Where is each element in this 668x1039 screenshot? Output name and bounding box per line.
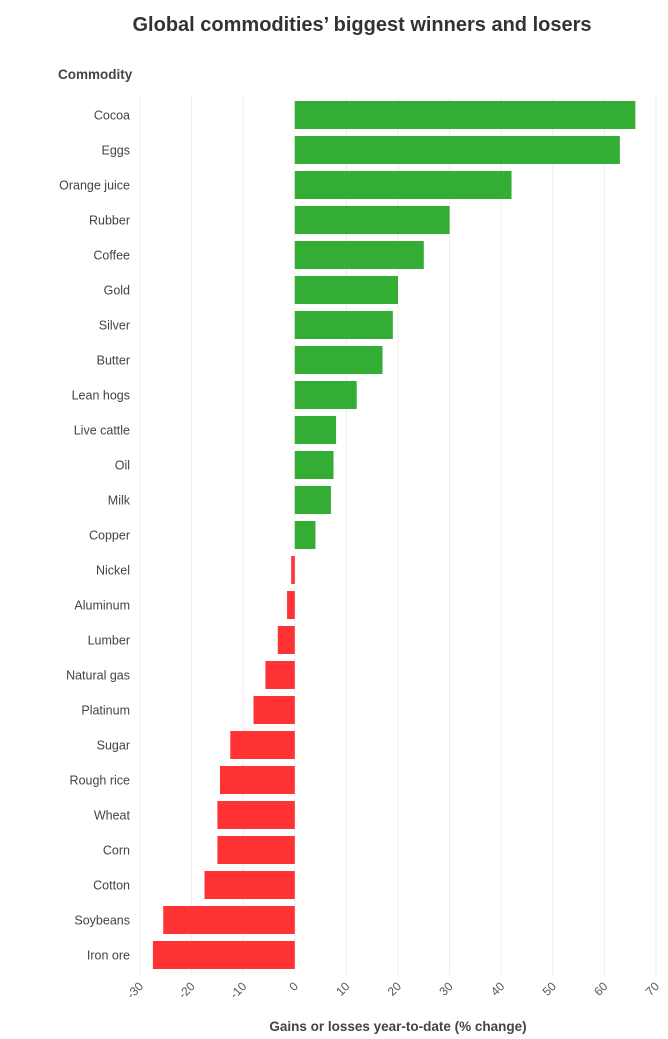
bar-sugar: [230, 731, 295, 759]
x-tick-label: 0: [286, 979, 301, 994]
category-label: Gold: [104, 284, 130, 298]
x-tick-label: -20: [176, 979, 198, 1001]
category-label: Soybeans: [74, 914, 130, 928]
category-label: Nickel: [96, 564, 130, 578]
bar-lumber: [277, 626, 295, 654]
category-label: Oil: [115, 459, 130, 473]
category-label: Platinum: [81, 704, 130, 718]
category-label: Lumber: [88, 634, 130, 648]
x-tick-label: -30: [124, 979, 146, 1001]
chart-title: Global commodities’ biggest winners and …: [132, 14, 592, 36]
category-label: Aluminum: [74, 599, 130, 613]
bar-cocoa: [294, 101, 636, 129]
bar-iron-ore: [152, 941, 295, 969]
bar-gold: [294, 276, 398, 304]
category-label: Butter: [97, 354, 130, 368]
bar-wheat: [217, 801, 295, 829]
category-label: Rough rice: [70, 774, 130, 788]
category-label: Lean hogs: [72, 389, 130, 403]
category-label: Cocoa: [94, 109, 130, 123]
category-label: Coffee: [93, 249, 130, 263]
category-label: Copper: [89, 529, 130, 543]
bar-platinum: [253, 696, 295, 724]
category-label: Eggs: [102, 144, 131, 158]
bar-cotton: [204, 871, 295, 899]
x-tick-label: 30: [436, 979, 456, 999]
bar-eggs: [294, 136, 620, 164]
bar-rough-rice: [219, 766, 295, 794]
bar-copper: [294, 521, 316, 549]
bar-live-cattle: [294, 416, 337, 444]
category-label: Live cattle: [74, 424, 130, 438]
bar-butter: [294, 346, 383, 374]
category-label: Natural gas: [66, 669, 130, 683]
category-label: Sugar: [97, 739, 130, 753]
x-axis-title: Gains or losses year-to-date (% change): [269, 1019, 527, 1034]
x-tick-label: -10: [227, 979, 249, 1001]
bars: [152, 101, 636, 969]
x-tick-label: 50: [540, 979, 560, 999]
y-axis-title: Commodity: [58, 67, 133, 82]
category-label: Iron ore: [87, 949, 130, 963]
bar-silver: [294, 311, 393, 339]
x-tick-label: 70: [643, 979, 663, 999]
category-label: Cotton: [93, 879, 130, 893]
x-tick-labels: -30 -20 -10 0 10 20 30 40 50 60 70: [124, 979, 662, 1001]
bar-soybeans: [163, 906, 295, 934]
x-tick-label: 60: [591, 979, 611, 999]
x-tick-label: 40: [488, 979, 508, 999]
bar-natural-gas: [265, 661, 295, 689]
x-tick-label: 20: [385, 979, 405, 999]
category-label: Rubber: [89, 214, 130, 228]
bar-nickel: [291, 556, 295, 584]
category-labels: Cocoa Eggs Orange juice Rubber Coffee Gold Sil…: [59, 109, 131, 963]
bar-aluminum: [287, 591, 295, 619]
category-label: Corn: [103, 844, 130, 858]
bar-oil: [294, 451, 334, 479]
bar-orange-juice: [294, 171, 512, 199]
category-label: Milk: [108, 494, 131, 508]
bar-milk: [294, 486, 331, 514]
category-label: Silver: [99, 319, 130, 333]
category-label: Wheat: [94, 809, 131, 823]
bar-corn: [217, 836, 295, 864]
category-label: Orange juice: [59, 179, 130, 193]
x-tick-label: 10: [333, 979, 353, 999]
bar-lean-hogs: [294, 381, 357, 409]
bar-rubber: [294, 206, 450, 234]
bar-coffee: [294, 241, 424, 269]
